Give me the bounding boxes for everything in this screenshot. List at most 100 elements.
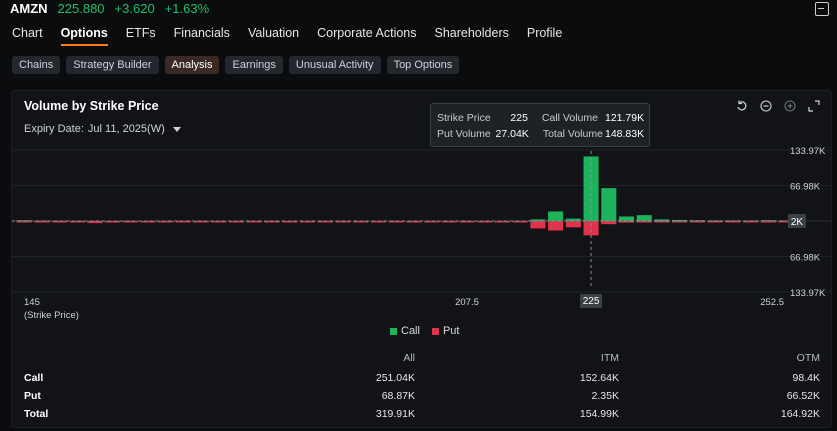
- call-bar: [601, 188, 617, 221]
- subtab-unusual-activity[interactable]: Unusual Activity: [288, 56, 381, 74]
- put-swatch: [431, 327, 439, 335]
- tab-chart[interactable]: Chart: [12, 26, 43, 40]
- call-bar: [654, 219, 670, 221]
- legend-put[interactable]: Put: [431, 325, 460, 337]
- tooltip-strike-value: 225: [510, 112, 528, 124]
- x-tick-label: 207.5: [455, 297, 479, 308]
- put-bar: [512, 221, 528, 223]
- cell-otm: 66.52K: [786, 390, 820, 402]
- x-axis-label: (Strike Price): [24, 310, 79, 321]
- crosshair-x-badge: [580, 294, 603, 308]
- cell-otm: 98.4K: [792, 372, 820, 384]
- y-tick-label: 66.98K: [790, 182, 821, 193]
- put-bar: [229, 221, 245, 223]
- put-bar: [122, 221, 138, 223]
- tab-options[interactable]: Options: [60, 26, 108, 46]
- put-bar: [424, 221, 440, 223]
- put-bar: [87, 221, 103, 224]
- put-bar: [140, 221, 156, 223]
- put-bar: [300, 221, 316, 223]
- call-bar: [530, 219, 546, 221]
- tooltip-call-label: Call Volume: [541, 112, 598, 124]
- tooltip-strike-label: Strike Price: [437, 112, 491, 124]
- cell-itm: 2.35K: [591, 390, 619, 402]
- cell-all: 68.87K: [381, 390, 415, 402]
- cell-all: 251.04K: [375, 372, 415, 384]
- y-tick-label: 133.97K: [790, 288, 826, 299]
- legend-call-label: Call: [401, 325, 420, 337]
- row-label: Total: [24, 408, 49, 420]
- put-bar: [477, 221, 493, 223]
- put-bar: [193, 221, 209, 223]
- put-bar: [317, 221, 333, 223]
- put-bar: [211, 221, 227, 223]
- table-row: Put 68.87K 2.35K 66.52K: [12, 390, 831, 404]
- put-bar: [441, 221, 457, 223]
- put-bar: [618, 221, 635, 223]
- expand-icon[interactable]: [807, 99, 821, 113]
- col-all: All: [403, 352, 415, 364]
- subtab-strategy-builder[interactable]: Strategy Builder: [66, 56, 159, 74]
- price-change: +3.620: [114, 0, 155, 16]
- put-bar: [353, 221, 369, 223]
- subtab-earnings[interactable]: Earnings: [225, 56, 283, 74]
- y-tick-label: 66.98K: [790, 253, 821, 264]
- chart-tools: [735, 99, 821, 113]
- zoom-in-icon[interactable]: [783, 99, 797, 113]
- y-tick-label: 133.97K: [790, 146, 826, 157]
- tab-valuation[interactable]: Valuation: [247, 26, 300, 40]
- put-bar: [51, 221, 67, 223]
- call-bar: [548, 211, 564, 221]
- subtab-chains[interactable]: Chains: [12, 56, 61, 74]
- main-tabs: Chart Options ETFs Financials Valuation …: [12, 26, 580, 46]
- table-header: All ITM OTM: [12, 352, 831, 366]
- x-tick-label: 252.5: [760, 297, 784, 308]
- put-bar: [246, 221, 262, 223]
- expiry-selector[interactable]: Expiry Date: Jul 11, 2025(W): [24, 123, 181, 135]
- tooltip-total-label: Total Volume: [542, 128, 603, 140]
- tooltip-call-value: 121.79K: [605, 112, 645, 124]
- cell-itm: 152.64K: [579, 372, 619, 384]
- tab-profile[interactable]: Profile: [526, 26, 563, 40]
- put-bar: [743, 221, 759, 223]
- tab-etfs[interactable]: ETFs: [125, 26, 156, 40]
- row-label: Call: [24, 372, 44, 384]
- crosshair-y-badge: [788, 214, 806, 228]
- cell-all: 319.91K: [375, 408, 415, 420]
- put-bar: [548, 221, 564, 231]
- volume-panel: Volume by Strike Price Expiry Date: Jul …: [11, 90, 832, 428]
- put-bar: [494, 221, 510, 223]
- tab-corporate-actions[interactable]: Corporate Actions: [317, 26, 417, 40]
- put-bar: [69, 221, 85, 223]
- last-price: 225.880: [57, 0, 105, 16]
- put-bar: [459, 221, 475, 223]
- subtab-top-options[interactable]: Top Options: [386, 56, 460, 74]
- undo-icon[interactable]: [735, 99, 749, 113]
- tab-financials[interactable]: Financials: [173, 26, 230, 40]
- exit-icon[interactable]: [815, 2, 829, 16]
- x-tick-label: 145: [24, 297, 40, 308]
- volume-chart[interactable]: 133.97K 66.98K 2K 66.98K 133.97K 145 207.5 252.…: [12, 91, 831, 321]
- put-bar: [530, 221, 546, 229]
- tab-shareholders[interactable]: Shareholders: [434, 26, 509, 40]
- crosshair-x-label: 225: [583, 296, 600, 307]
- row-label: Put: [24, 390, 41, 402]
- call-swatch: [390, 327, 397, 335]
- subtab-analysis[interactable]: Analysis: [164, 56, 220, 74]
- legend-put-label: Put: [442, 325, 460, 337]
- zoom-out-icon[interactable]: [759, 99, 773, 113]
- legend-call[interactable]: Call: [390, 325, 420, 337]
- put-bar: [689, 221, 705, 223]
- put-bar: [583, 221, 599, 236]
- put-bar: [388, 221, 404, 223]
- tooltip-put-value: 27.04K: [495, 128, 529, 140]
- expiry-label: Expiry Date:: [24, 123, 84, 135]
- call-bar: [565, 218, 581, 221]
- put-bar: [16, 221, 32, 223]
- table-row: Call 251.04K 152.64K 98.4K: [12, 372, 831, 386]
- hover-tooltip: Strike Price 225 Call Volume 121.79K Put…: [430, 103, 650, 147]
- put-bar: [707, 221, 723, 223]
- put-bar: [601, 221, 617, 225]
- put-bar: [335, 221, 351, 223]
- put-bar: [158, 221, 174, 223]
